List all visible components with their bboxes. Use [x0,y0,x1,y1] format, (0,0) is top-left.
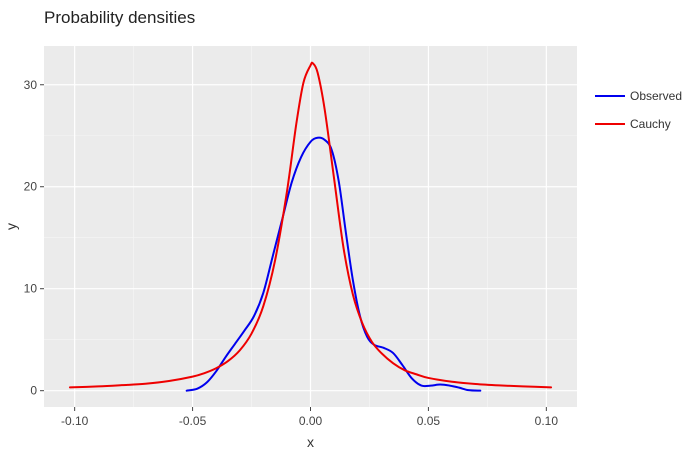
x-axis-ticks: -0.10 -0.05 0.00 0.05 0.10 [61,407,558,428]
gridlines [44,46,577,407]
x-tick-label: 0.10 [535,414,559,428]
x-tick-label: 0.05 [417,414,441,428]
x-tick-label: -0.05 [179,414,207,428]
y-tick-label: 0 [30,384,37,398]
legend: Observed Cauchy [595,89,682,131]
series-layer [68,61,553,392]
y-tick-label: 30 [24,78,38,92]
chart-title: Probability densities [44,8,195,27]
y-axis-ticks: 0 10 20 30 [24,78,44,398]
legend-label-cauchy: Cauchy [630,117,671,131]
x-tick-label: 0.00 [299,414,323,428]
legend-label-observed: Observed [630,89,682,103]
x-axis-title: x [307,434,314,450]
y-tick-label: 10 [24,282,38,296]
y-axis-title: y [3,223,19,230]
x-tick-label: -0.10 [61,414,89,428]
series-line-observed [185,136,482,392]
y-tick-label: 20 [24,180,38,194]
series-line-cauchy [68,61,553,389]
